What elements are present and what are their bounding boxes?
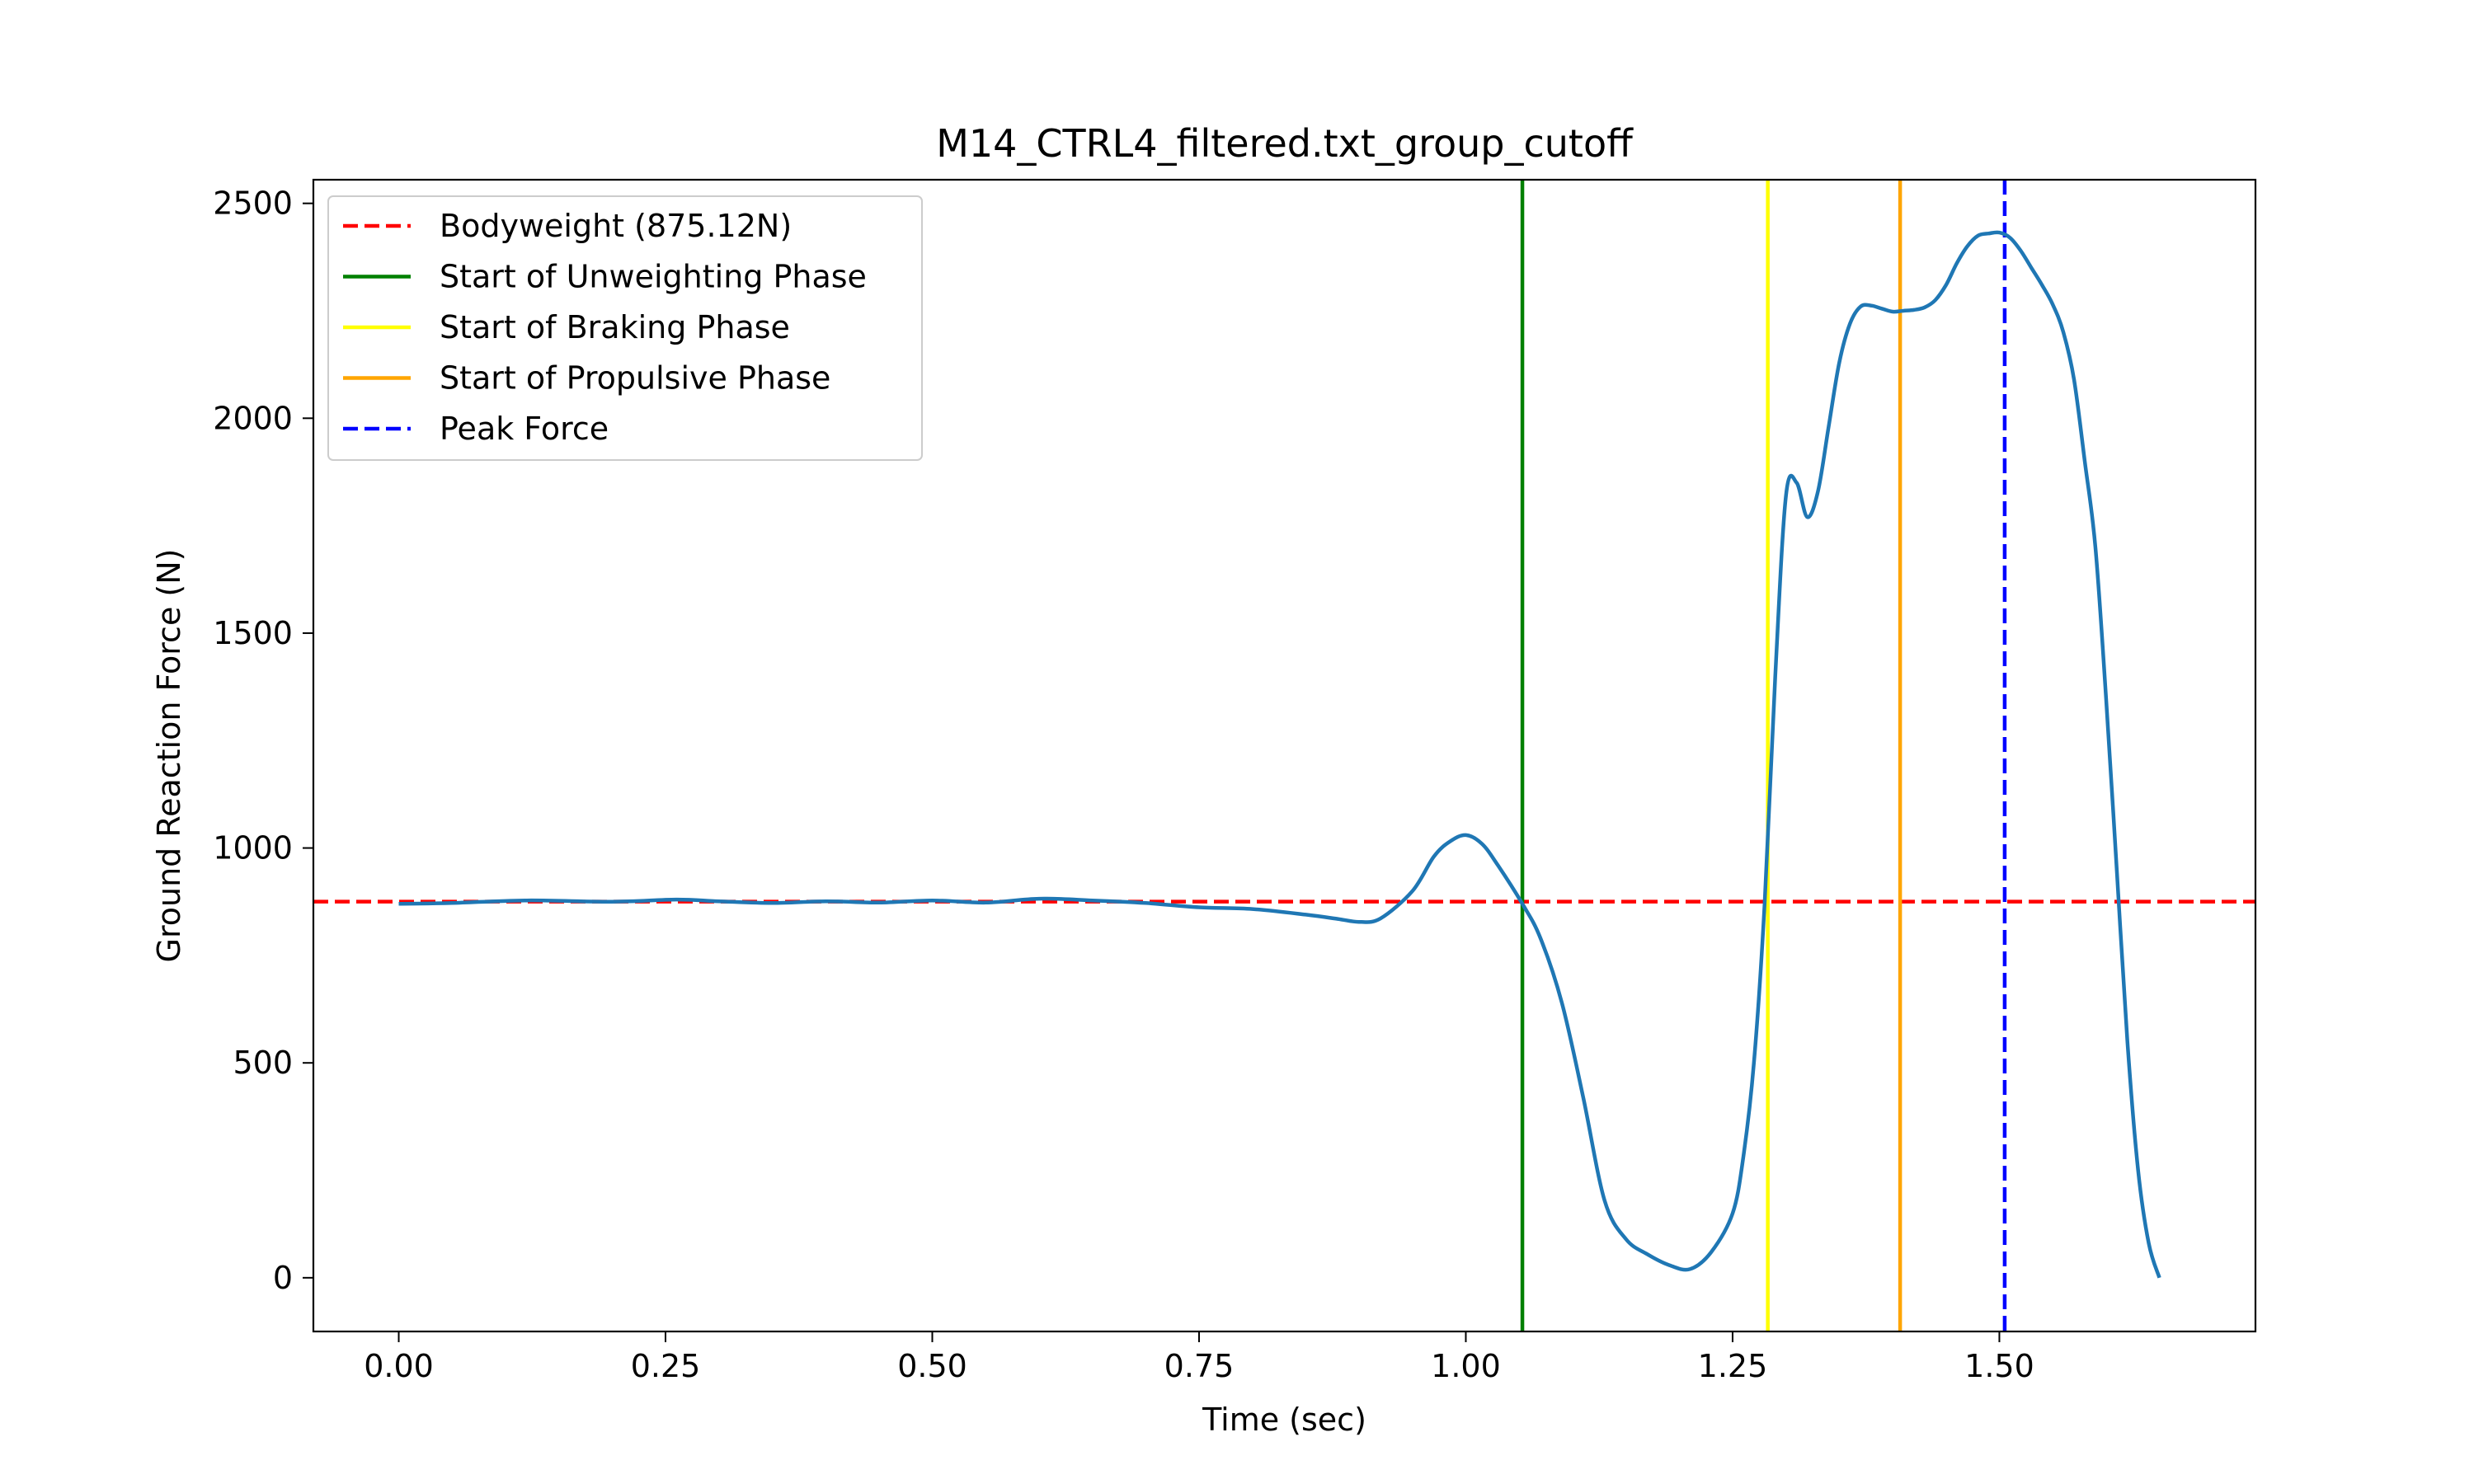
legend-label: Bodyweight (875.12N) — [440, 208, 792, 244]
plot-area — [313, 180, 2255, 1331]
legend-label: Start of Unweighting Phase — [440, 259, 867, 295]
legend-label: Start of Propulsive Phase — [440, 360, 830, 397]
axis-ticks: 0.00 0.25 0.50 0.75 1.00 1.25 1.50 0 500 1000 1500… — [213, 186, 2034, 1384]
y-tick-label: 0 — [273, 1260, 293, 1296]
force-series-line — [398, 230, 2161, 1279]
x-tick-label: 0.00 — [364, 1348, 434, 1384]
plot-frame — [312, 178, 2257, 1333]
x-tick-label: 1.25 — [1698, 1348, 1768, 1384]
legend: Bodyweight (875.12N) Start of Unweighting… — [327, 195, 923, 461]
x-axis-label: Time (sec) — [1202, 1402, 1366, 1438]
y-tick-label: 1500 — [213, 615, 293, 651]
y-axis-label: Ground Reaction Force (N) — [151, 549, 187, 963]
y-tick-label: 1000 — [213, 830, 293, 866]
y-tick-label: 500 — [233, 1045, 293, 1081]
legend-box — [327, 195, 923, 461]
legend-label: Start of Braking Phase — [440, 309, 790, 345]
y-tick-label: 2000 — [213, 400, 293, 436]
chart-title: M14_CTRL4_filtered.txt_group_cutoff — [936, 121, 1634, 166]
x-tick-label: 0.75 — [1164, 1348, 1235, 1384]
y-tick-label: 2500 — [213, 186, 293, 222]
x-tick-label: 0.50 — [897, 1348, 967, 1384]
x-tick-label: 1.00 — [1431, 1348, 1501, 1384]
x-tick-label: 1.50 — [1964, 1348, 2034, 1384]
legend-label: Peak Force — [440, 411, 609, 447]
x-tick-label: 0.25 — [631, 1348, 701, 1384]
